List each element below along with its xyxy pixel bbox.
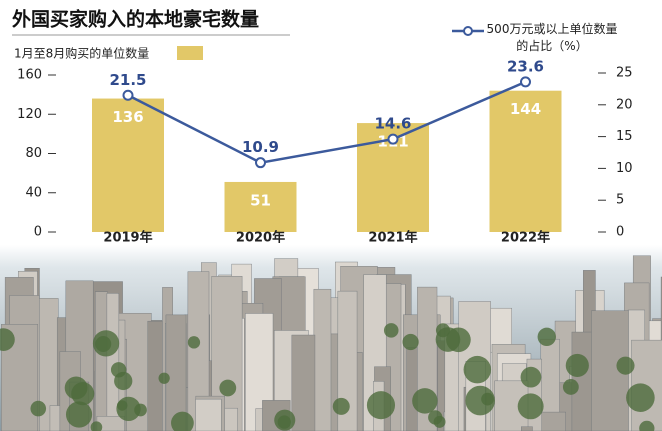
y2-tick-label: 5 — [616, 193, 624, 208]
tree — [383, 323, 399, 338]
building — [195, 398, 222, 431]
tree — [562, 379, 579, 395]
y-tick-label: 40 — [25, 185, 42, 200]
y-tick-label: 80 — [25, 146, 42, 161]
tree — [114, 371, 133, 391]
tree — [64, 376, 88, 400]
x-tick-label: 2021年 — [368, 230, 417, 246]
y2-tick-label: 10 — [616, 161, 633, 176]
tree — [277, 415, 292, 429]
line-point — [255, 157, 266, 169]
line-point — [387, 133, 399, 145]
line-point — [122, 89, 134, 101]
tree — [537, 327, 556, 347]
legend-marker — [463, 26, 473, 36]
y2-tick-label: 15 — [616, 129, 633, 144]
bar-value-label: 144 — [510, 100, 541, 118]
tree — [520, 366, 542, 388]
y2-tick-label: 0 — [616, 225, 624, 240]
tree — [428, 410, 443, 425]
tree — [366, 391, 396, 420]
line-value-label: 14.6 — [374, 115, 411, 133]
tree — [30, 400, 47, 417]
line-value-label: 21.5 — [109, 71, 146, 89]
bar — [92, 98, 164, 232]
tree — [90, 421, 103, 431]
building — [313, 288, 332, 431]
tree — [412, 388, 438, 414]
tree — [446, 327, 471, 353]
tree — [219, 379, 237, 397]
chart-title: 外国买家购入的本地豪宅数量 — [12, 8, 259, 31]
bar-value-label: 136 — [112, 108, 143, 126]
line — [127, 80, 526, 164]
line-value-label: 10.9 — [242, 138, 279, 156]
tree — [481, 392, 494, 406]
tree — [517, 393, 544, 420]
tree — [65, 401, 93, 428]
y2-tick-label: 25 — [616, 66, 633, 81]
bar-value-label: 51 — [250, 191, 271, 209]
building — [95, 291, 108, 431]
tree — [0, 328, 15, 351]
building — [521, 426, 533, 431]
y-tick-label: 0 — [34, 225, 42, 240]
x-tick-label: 2022年 — [501, 230, 550, 246]
y-tick-label: 120 — [17, 107, 42, 122]
tree — [402, 333, 419, 351]
tree — [116, 400, 128, 411]
tree — [95, 336, 112, 352]
tree — [134, 403, 147, 417]
y2-tick-label: 20 — [616, 97, 633, 112]
building — [187, 271, 210, 431]
bar — [489, 90, 562, 232]
tree — [171, 411, 194, 431]
building — [291, 334, 316, 431]
tree — [626, 383, 655, 412]
tree — [158, 372, 170, 384]
legend-label: 1月至8月购买的单位数量 — [14, 46, 149, 61]
tree — [187, 336, 201, 349]
x-tick-label: 2020年 — [236, 230, 285, 246]
bar — [224, 181, 297, 232]
legend-swatch — [177, 46, 203, 60]
tree — [463, 355, 492, 384]
x-tick-label: 2019年 — [103, 230, 152, 246]
tree — [639, 420, 655, 431]
tree — [332, 397, 350, 415]
y-tick-label: 160 — [17, 68, 42, 83]
tree — [565, 353, 589, 378]
tree — [435, 323, 451, 338]
building — [337, 290, 358, 431]
city-photo — [0, 255, 662, 431]
legend-label: 500万元或以上单位数量的占比（%） — [486, 22, 618, 53]
tree — [616, 356, 635, 375]
line-point — [520, 76, 531, 88]
line-value-label: 23.6 — [507, 57, 544, 75]
